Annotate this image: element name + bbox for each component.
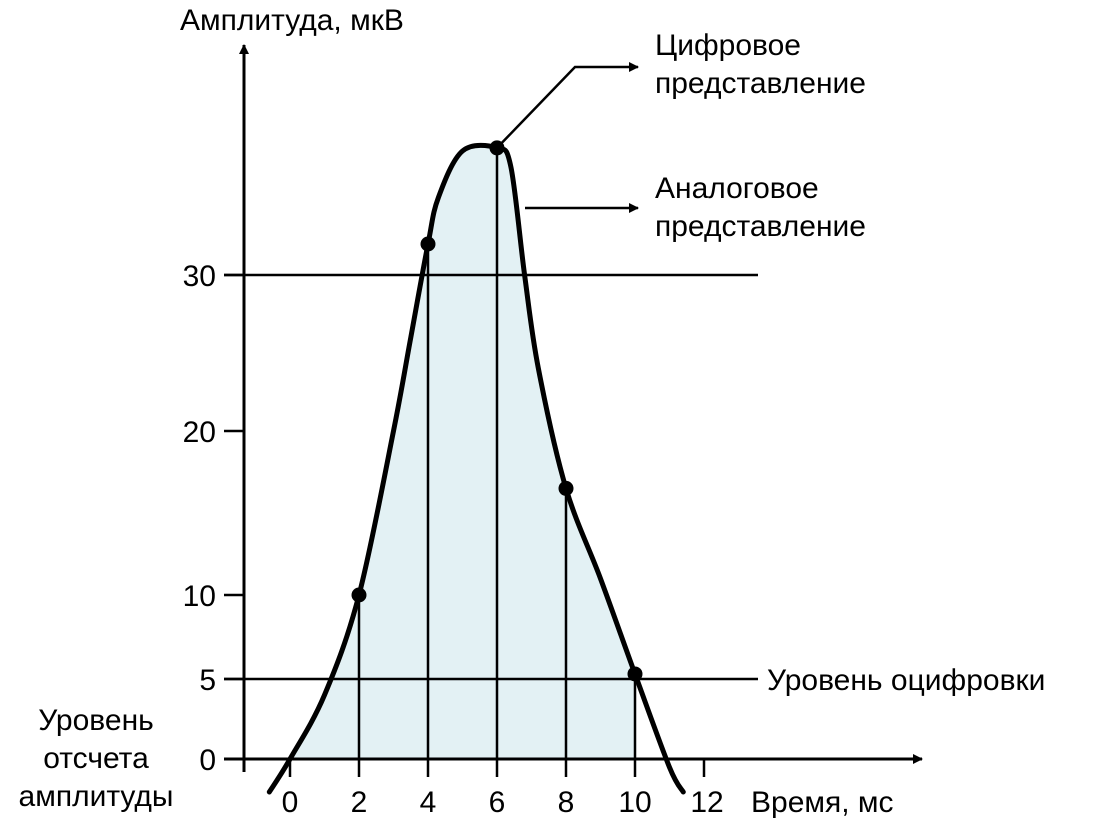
- labels: Уровень оцифровки 0 5 10 20 30 0 2 4 6 8 10 12 Амплит…: [19, 4, 1046, 819]
- analog-label-line2: представление: [655, 210, 866, 243]
- digital-point-2: [351, 587, 367, 603]
- x-tick-label-8: 8: [558, 786, 575, 819]
- baseline-label-line3: амплитуды: [19, 780, 174, 813]
- baseline-label-line1: Уровень: [38, 704, 154, 737]
- digital-label-line2: представление: [655, 67, 866, 100]
- digital-point-4: [420, 236, 436, 252]
- y-tick-label-10: 10: [183, 580, 216, 613]
- x-tick-label-2: 2: [351, 786, 368, 819]
- x-tick-label-6: 6: [489, 786, 506, 819]
- digital-point-10: [627, 666, 643, 682]
- y-tick-label-5: 5: [199, 664, 216, 697]
- digital-point-8: [558, 480, 574, 496]
- x-tick-label-10: 10: [618, 786, 651, 819]
- y-tick-label-20: 20: [183, 416, 216, 449]
- digitization-level-label: Уровень оцифровки: [767, 664, 1045, 697]
- x-axis-title: Время, мс: [751, 786, 894, 819]
- digital-callout-arrow: [496, 62, 639, 149]
- area-under-curve: [290, 145, 635, 759]
- x-tick-label-12: 12: [690, 786, 723, 819]
- digital-label-line1: Цифровое: [655, 29, 801, 62]
- y-axis-title: Амплитуда, мкВ: [180, 4, 404, 37]
- y-tick-label-30: 30: [183, 260, 216, 293]
- x-tick-label-0: 0: [282, 786, 299, 819]
- reference-lines: [224, 273, 758, 681]
- x-tick-label-4: 4: [420, 786, 437, 819]
- y-tick-label-0: 0: [199, 744, 216, 777]
- analog-label-line1: Аналоговое: [655, 172, 819, 205]
- sample-drop-lines: [357, 147, 637, 759]
- area-fill: [290, 145, 635, 759]
- baseline-label-line2: отсчета: [43, 742, 149, 775]
- axes: [224, 44, 923, 777]
